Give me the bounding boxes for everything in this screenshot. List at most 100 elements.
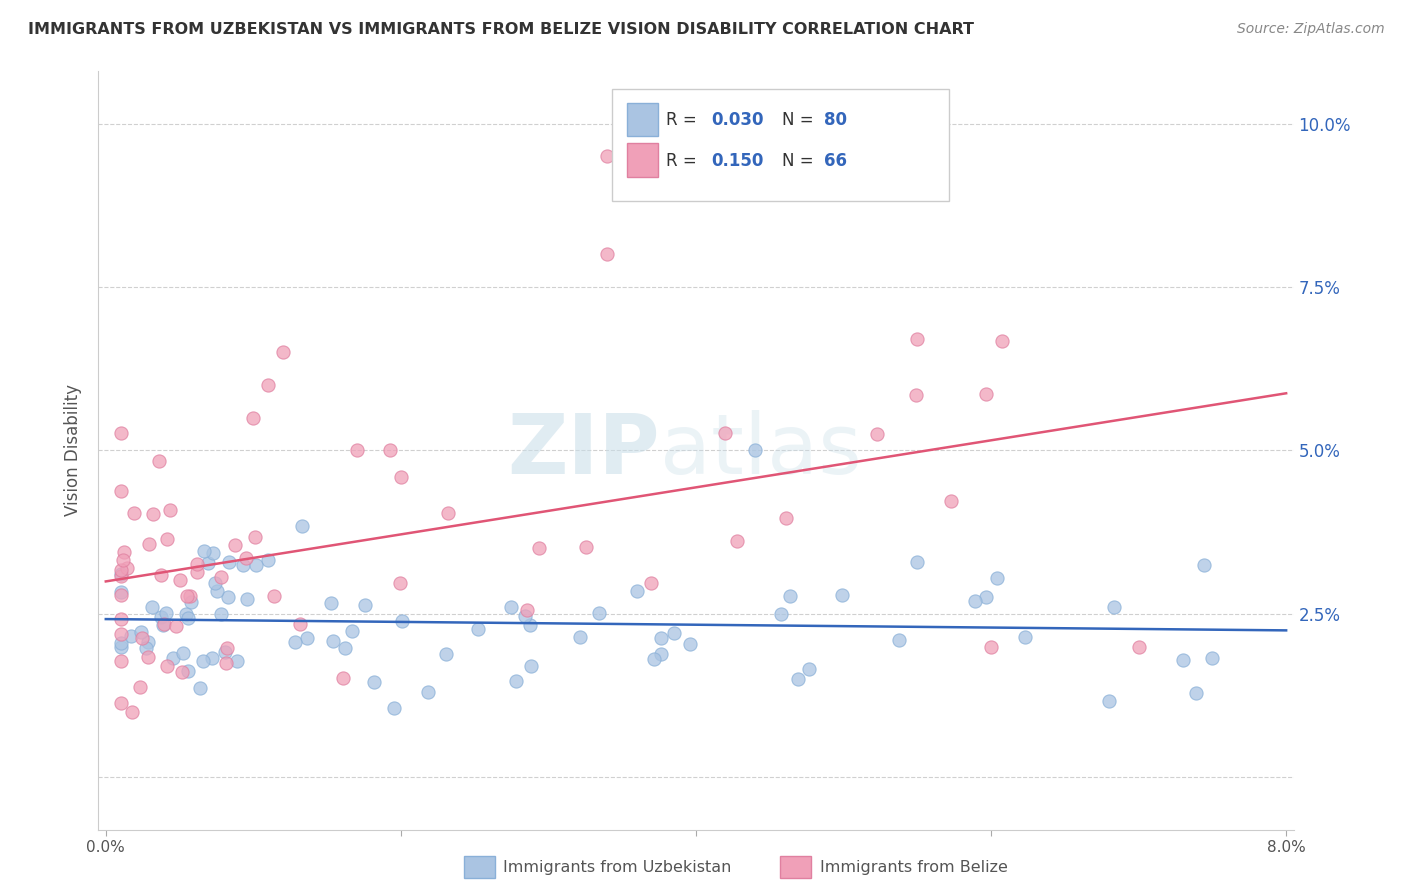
Point xyxy=(516,603,538,617)
Point xyxy=(991,334,1014,348)
Point xyxy=(295,631,318,645)
Point xyxy=(232,558,254,572)
Point xyxy=(136,634,159,648)
Point xyxy=(319,596,342,610)
Point xyxy=(214,645,236,659)
Point xyxy=(1104,600,1126,615)
Point xyxy=(176,607,198,621)
Text: 66: 66 xyxy=(824,152,846,169)
Point xyxy=(650,631,672,645)
Point xyxy=(209,570,232,584)
Point xyxy=(218,590,240,604)
Point xyxy=(434,647,457,661)
Point xyxy=(197,556,219,570)
Point xyxy=(169,573,191,587)
Point xyxy=(986,571,1008,585)
Point xyxy=(135,641,157,656)
Point xyxy=(235,551,257,566)
Point xyxy=(866,426,889,441)
Point xyxy=(120,629,142,643)
Point xyxy=(939,494,962,508)
Point xyxy=(110,585,132,599)
Point xyxy=(650,647,672,661)
Point xyxy=(284,635,307,649)
Point xyxy=(215,657,238,671)
Point xyxy=(128,680,150,694)
Point xyxy=(176,590,198,604)
Point xyxy=(437,506,460,520)
Point xyxy=(179,589,201,603)
Text: IMMIGRANTS FROM UZBEKISTAN VS IMMIGRANTS FROM BELIZE VISION DISABILITY CORRELATI: IMMIGRANTS FROM UZBEKISTAN VS IMMIGRANTS… xyxy=(28,22,974,37)
Point xyxy=(188,681,211,695)
Text: R =: R = xyxy=(666,112,703,129)
Point xyxy=(389,469,412,483)
Text: Source: ZipAtlas.com: Source: ZipAtlas.com xyxy=(1237,22,1385,37)
Point xyxy=(110,654,132,668)
Point xyxy=(382,701,405,715)
Point xyxy=(117,561,139,575)
Point xyxy=(770,607,793,621)
Point xyxy=(976,591,998,605)
Point xyxy=(596,247,619,261)
Point xyxy=(290,518,312,533)
Point xyxy=(263,590,285,604)
Text: Immigrants from Belize: Immigrants from Belize xyxy=(820,860,1008,874)
Point xyxy=(505,674,527,689)
Point xyxy=(165,619,187,633)
Point xyxy=(389,576,412,591)
Point xyxy=(110,569,132,583)
Text: N =: N = xyxy=(782,152,818,169)
Point xyxy=(626,584,648,599)
Point xyxy=(889,632,911,647)
Point xyxy=(1201,651,1223,665)
Point xyxy=(186,558,208,572)
Point xyxy=(965,594,987,608)
Point xyxy=(207,584,229,599)
Point xyxy=(218,555,240,569)
Point xyxy=(1184,686,1206,700)
Text: R =: R = xyxy=(666,152,703,169)
Point xyxy=(714,425,737,440)
Point xyxy=(141,600,163,615)
Point xyxy=(831,588,853,602)
Text: 0.150: 0.150 xyxy=(711,152,763,169)
Point xyxy=(799,662,821,676)
Point xyxy=(346,443,368,458)
Point xyxy=(110,588,132,602)
Point xyxy=(662,626,685,640)
Point xyxy=(156,659,179,673)
Point xyxy=(110,640,132,654)
Point xyxy=(520,659,543,673)
Point xyxy=(363,674,385,689)
Point xyxy=(640,576,662,591)
Point xyxy=(905,555,928,569)
Point xyxy=(138,537,160,551)
Point xyxy=(1014,631,1036,645)
Point xyxy=(177,664,200,678)
Point xyxy=(568,630,591,644)
Point xyxy=(333,640,356,655)
Text: N =: N = xyxy=(782,112,818,129)
Point xyxy=(574,540,596,554)
Point xyxy=(1194,558,1216,572)
Point xyxy=(110,626,132,640)
Point xyxy=(172,646,194,660)
Point xyxy=(226,654,249,668)
Point xyxy=(122,507,145,521)
Point xyxy=(152,618,174,632)
Point xyxy=(332,671,354,685)
Point xyxy=(243,531,266,545)
Point xyxy=(186,565,208,579)
Point xyxy=(110,566,132,581)
Point xyxy=(905,388,928,402)
Text: ZIP: ZIP xyxy=(508,410,661,491)
Text: Immigrants from Uzbekistan: Immigrants from Uzbekistan xyxy=(503,860,731,874)
Point xyxy=(159,503,181,517)
Point xyxy=(588,606,610,620)
Point xyxy=(242,410,264,425)
Point xyxy=(142,508,165,522)
Point xyxy=(170,665,193,680)
Point xyxy=(775,511,797,525)
Point xyxy=(744,443,766,458)
Point xyxy=(322,634,344,648)
